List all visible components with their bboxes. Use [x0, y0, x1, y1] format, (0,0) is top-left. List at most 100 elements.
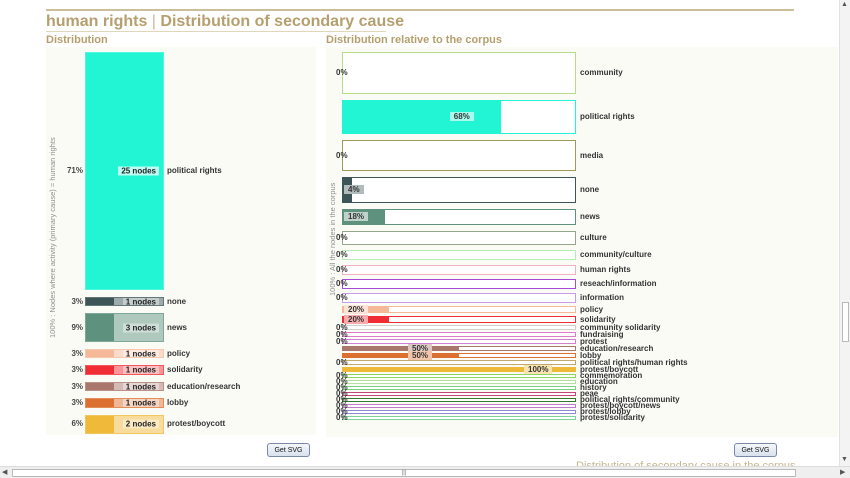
- distribution-percent: 9%: [71, 322, 83, 332]
- right-get-svg-button[interactable]: Get SVG: [734, 443, 777, 457]
- relative-category-label: community/culture: [580, 250, 652, 259]
- relative-category-label: culture: [580, 233, 607, 242]
- distribution-category-label: none: [167, 296, 187, 306]
- distribution-percent: 3%: [71, 348, 83, 358]
- distribution-percent: 3%: [71, 381, 83, 391]
- distribution-category-label: education/research: [167, 381, 241, 391]
- relative-percent: 100%: [524, 364, 553, 374]
- scroll-down-icon[interactable]: ▼: [841, 456, 848, 463]
- distribution-category-label: political rights: [167, 165, 222, 175]
- relative-category-label: protest/lobby: [580, 407, 631, 416]
- relative-percent: 68%: [449, 112, 474, 121]
- relative-percent: 0%: [336, 401, 348, 410]
- relative-category-label: political rights/community: [580, 395, 680, 404]
- distribution-node-count: 1 nodes: [122, 349, 159, 358]
- scroll-up-icon[interactable]: ▲: [841, 1, 848, 8]
- relative-category-label: reseach/information: [580, 279, 657, 288]
- distribution-bar: 1 nodes: [85, 348, 164, 359]
- relative-bar: [342, 306, 576, 313]
- relative-percent: 0%: [336, 371, 348, 380]
- relative-bar: [342, 316, 576, 323]
- distribution-swatch: [86, 297, 114, 306]
- scroll-right-icon[interactable]: ▶: [840, 469, 846, 476]
- relative-category-label: community solidarity: [580, 322, 661, 332]
- distribution-node-count: 25 nodes: [118, 166, 159, 176]
- relative-percent: 20%: [344, 314, 369, 324]
- relative-percent: 50%: [408, 350, 433, 360]
- relative-bar: [342, 265, 576, 275]
- page-title-subject: human rights: [46, 13, 148, 30]
- relative-percent: 0%: [336, 68, 348, 77]
- relative-bar: [342, 293, 576, 303]
- relative-bar: [342, 404, 576, 408]
- left-get-svg-button[interactable]: Get SVG: [267, 443, 310, 457]
- relative-bar: [342, 140, 576, 171]
- distribution-bar: 1 nodes: [85, 381, 164, 392]
- distribution-bar: 2 nodes: [85, 414, 164, 434]
- relative-category-label: fundraising: [580, 329, 624, 339]
- distribution-bar: 1 nodes: [85, 365, 164, 375]
- relative-bar-fill: [343, 347, 459, 350]
- relative-category-label: political rights: [580, 112, 635, 121]
- relative-bar: [342, 177, 576, 203]
- relative-category-label: history: [580, 383, 607, 392]
- relative-category-label: lobby: [580, 350, 602, 360]
- relative-bar: [342, 279, 576, 289]
- page-title-topic: Distribution of secondary cause: [160, 13, 405, 30]
- distribution-swatch: [86, 314, 114, 341]
- relative-category-label: media: [580, 150, 604, 160]
- distribution-category-label: protest/boycott: [167, 419, 226, 429]
- distribution-swatch: [86, 415, 114, 433]
- relative-percent: 0%: [336, 233, 348, 242]
- distribution-node-count: 2 nodes: [122, 419, 159, 429]
- relative-category-label: policy: [580, 304, 604, 314]
- relative-bar: [342, 209, 576, 225]
- distribution-node-count: 1 nodes: [122, 366, 159, 374]
- distribution-node-count: 1 nodes: [122, 399, 159, 408]
- relative-bar: [342, 353, 576, 358]
- relative-category-label: none: [580, 185, 600, 194]
- distribution-bar: 1 nodes: [85, 296, 164, 307]
- distribution-node-count: 1 nodes: [122, 297, 159, 306]
- relative-percent: 0%: [336, 250, 348, 259]
- relative-bar: [342, 231, 576, 245]
- horizontal-scrollbar[interactable]: ◀ ||| ▶: [0, 466, 850, 478]
- page-title: human rights | Distribution of secondary…: [46, 13, 404, 31]
- distribution-category-label: solidarity: [167, 365, 203, 375]
- distribution-node-count: 1 nodes: [122, 382, 159, 391]
- distribution-swatch: [86, 399, 114, 407]
- relative-category-label: protest/boycott: [580, 364, 639, 374]
- relative-category-label: solidarity: [580, 314, 616, 324]
- relative-bar-fill: [343, 368, 575, 371]
- relative-percent: 50%: [408, 343, 433, 353]
- vertical-scrollbar[interactable]: ▲ ▼: [839, 0, 850, 466]
- distribution-swatch: [86, 382, 114, 391]
- relative-percent: 4%: [344, 185, 364, 194]
- top-rule: [46, 9, 794, 11]
- relative-bar: [342, 100, 576, 134]
- vertical-scroll-thumb[interactable]: [842, 302, 849, 342]
- relative-bar: [342, 380, 576, 384]
- relative-category-label: human rights: [580, 265, 631, 274]
- relative-bar: [342, 374, 576, 378]
- scroll-left-icon[interactable]: ◀: [2, 469, 8, 476]
- relative-category-label: education: [580, 377, 618, 386]
- relative-bar: [342, 410, 576, 414]
- relative-category-label: community: [580, 68, 623, 77]
- relative-category-label: commemoration: [580, 371, 643, 380]
- distribution-percent: 71%: [66, 165, 83, 175]
- relative-bar-fill: [343, 101, 501, 133]
- horizontal-scroll-thumb[interactable]: |||: [12, 469, 796, 477]
- distribution-bar: 25 nodes: [85, 52, 164, 290]
- distribution-bar: 1 nodes: [85, 398, 164, 408]
- distribution-percent: 3%: [71, 296, 83, 306]
- relative-bar: [342, 250, 576, 260]
- relative-bar: [342, 367, 576, 372]
- relative-bar: [342, 398, 576, 402]
- relative-category-label: political rights/human rights: [580, 357, 688, 367]
- relative-category-label: information: [580, 293, 624, 302]
- relative-bar-fill: [343, 354, 459, 357]
- relative-category-label: news: [580, 212, 601, 221]
- page-title-separator: |: [151, 13, 156, 30]
- distribution-swatch: [86, 349, 114, 358]
